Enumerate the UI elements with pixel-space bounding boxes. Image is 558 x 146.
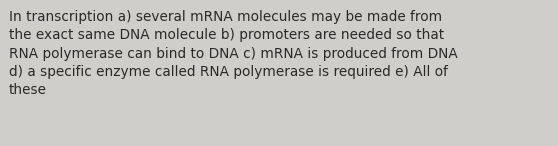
Text: In transcription a) several mRNA molecules may be made from
the exact same DNA m: In transcription a) several mRNA molecul…: [9, 10, 458, 97]
